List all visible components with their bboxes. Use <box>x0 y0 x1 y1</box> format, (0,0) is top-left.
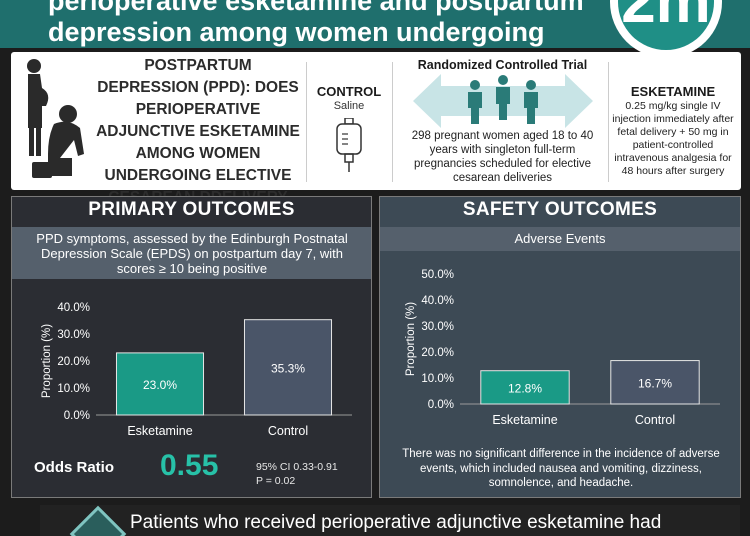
y-tick-label: 40.0% <box>421 295 454 307</box>
bar-esketamine <box>480 370 570 405</box>
bar-value-label: 16.7% <box>638 376 672 390</box>
safety-outcomes-panel: SAFETY OUTCOMES Adverse Events 0.0% 10.0%… <box>379 196 741 498</box>
confidence-interval: 95% CI 0.33-0.91 P = 0.02 <box>256 460 338 488</box>
safety-note: There was no significant difference in t… <box>402 448 720 489</box>
rct-title: Randomized Controlled Trial <box>417 58 588 72</box>
randomization-arrow-icon <box>413 74 593 128</box>
safety-outcomes-title: SAFETY OUTCOMES <box>462 199 658 220</box>
primary-outcome-chart: 0.0% 10.0% 20.0% 30.0% 40.0% Proportion (%) 23… <box>41 302 352 438</box>
ci-text: 95% CI 0.33-0.91 <box>256 461 338 473</box>
conclusion-banner <box>40 505 740 536</box>
y-tick-label: 40.0% <box>57 302 90 314</box>
bar-value-label: 23.0% <box>143 378 177 392</box>
bar-control <box>243 319 333 416</box>
x-category-label: Control <box>268 424 308 438</box>
divider <box>306 62 307 182</box>
y-tick-label: 50.0% <box>421 269 454 281</box>
y-tick-label: 30.0% <box>421 321 454 333</box>
esketamine-title: ESKETAMINE <box>630 84 716 99</box>
primary-outcomes-panel: PRIMARY OUTCOMES PPD symptoms, assessed … <box>11 196 372 498</box>
primary-outcomes-title: PRIMARY OUTCOMES <box>88 199 295 220</box>
study-summary-panel <box>11 52 741 190</box>
iv-bag-icon <box>336 118 362 172</box>
divider <box>392 62 393 182</box>
safety-outcome-chart: 0.0% 10.0% 20.0% 30.0% 40.0% 50.0% Proportion … <box>405 269 720 427</box>
y-tick-label: 0.0% <box>64 410 90 422</box>
y-tick-label: 30.0% <box>57 329 90 341</box>
y-tick-label: 0.0% <box>428 399 454 411</box>
bar-esketamine <box>115 352 205 416</box>
y-tick-label: 10.0% <box>57 383 90 395</box>
safety-subtitle: Adverse Events <box>514 231 606 246</box>
control-subtitle: Saline <box>333 100 365 112</box>
primary-description: PPD symptoms, assessed by the Edinburgh … <box>36 231 348 276</box>
y-tick-label: 20.0% <box>421 347 454 359</box>
rct-description: 298 pregnant women aged 18 to 40 years w… <box>411 130 594 184</box>
divider <box>608 62 609 182</box>
x-category-label: Control <box>635 413 675 427</box>
x-category-label: Esketamine <box>492 413 557 427</box>
odds-ratio-label: Odds Ratio <box>34 459 115 476</box>
bar-value-label: 12.8% <box>508 381 542 395</box>
odds-ratio-value: 0.55 <box>160 449 219 482</box>
esketamine-description: 0.25 mg/kg single IV injection immediate… <box>612 100 734 177</box>
page-title: perioperative esketamine and postpartum … <box>48 0 584 47</box>
p-value-text: P = 0.02 <box>256 475 296 487</box>
research-question: POSTPARTUM DEPRESSION (PPD): DOES PERIOP… <box>96 57 300 228</box>
y-tick-label: 20.0% <box>57 356 90 368</box>
y-tick-label: 10.0% <box>421 373 454 385</box>
primary-description-band: PPD symptoms, assessed by the Edinburgh … <box>12 227 371 279</box>
bar-control <box>610 360 700 405</box>
control-title: CONTROL <box>316 84 382 99</box>
y-axis-label: Proportion (%) <box>41 324 53 398</box>
y-axis-label: Proportion (%) <box>405 302 417 376</box>
conclusion-text: Patients who received perioperative adju… <box>130 512 662 533</box>
pregnant-woman-icon <box>27 59 84 178</box>
x-category-label: Esketamine <box>127 424 192 438</box>
safety-subtitle-band: Adverse Events <box>380 227 740 251</box>
bar-value-label: 35.3% <box>271 361 305 375</box>
